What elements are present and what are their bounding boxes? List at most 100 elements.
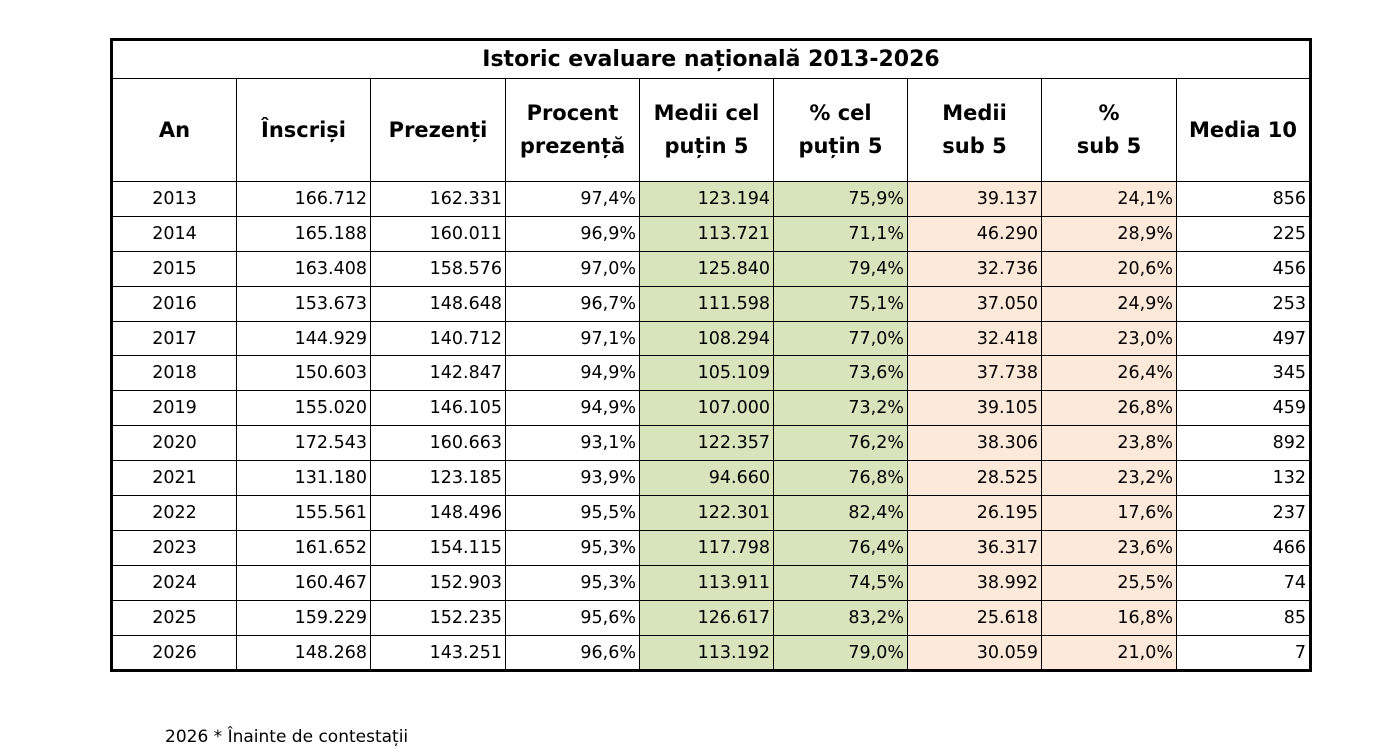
present-cell: 160.011 bbox=[370, 215, 506, 252]
fail-count-cell: 30.059 bbox=[907, 634, 1042, 672]
year-cell: 2022 bbox=[111, 495, 237, 531]
fail-percent-cell: 26,4% bbox=[1041, 355, 1177, 392]
perfect-score-cell: 132 bbox=[1176, 460, 1311, 497]
present-cell: 154.115 bbox=[370, 529, 506, 566]
pass-percent-cell: 83,2% bbox=[773, 599, 908, 636]
presence-percent-cell: 95,3% bbox=[505, 529, 640, 566]
pass-count-cell: 107.000 bbox=[639, 390, 774, 427]
fail-percent-cell: 26,8% bbox=[1041, 390, 1177, 427]
pass-count-cell: 113.192 bbox=[639, 634, 774, 672]
fail-count-cell: 28.525 bbox=[907, 460, 1042, 497]
fail-count-cell: 39.105 bbox=[907, 390, 1042, 427]
present-cell: 152.903 bbox=[370, 564, 506, 601]
table-row: 2016 153.673 148.648 96,7% 111.598 75,1% 37.05… bbox=[111, 285, 1311, 322]
column-header: Medii sub 5 bbox=[907, 78, 1042, 182]
table-row: 2022 155.561 148.496 95,5% 122.301 82,4% 26.19… bbox=[111, 495, 1311, 531]
fail-percent-cell: 17,6% bbox=[1041, 495, 1177, 531]
enrolled-cell: 163.408 bbox=[236, 250, 371, 287]
enrolled-cell: 150.603 bbox=[236, 355, 371, 392]
pass-percent-cell: 74,5% bbox=[773, 564, 908, 601]
fail-percent-cell: 23,8% bbox=[1041, 425, 1177, 462]
pass-count-cell: 113.721 bbox=[639, 215, 774, 252]
table-title: Istoric evaluare națională 2013-2026 bbox=[111, 39, 1311, 79]
column-header: Prezenți bbox=[370, 78, 506, 182]
pass-percent-cell: 79,4% bbox=[773, 250, 908, 287]
results-table-container: Istoric evaluare națională 2013-2026 An … bbox=[110, 38, 1312, 673]
fail-count-cell: 46.290 bbox=[907, 215, 1042, 252]
presence-percent-cell: 95,3% bbox=[505, 564, 640, 601]
pass-percent-cell: 79,0% bbox=[773, 634, 908, 672]
presence-percent-cell: 97,0% bbox=[505, 250, 640, 287]
perfect-score-cell: 85 bbox=[1176, 599, 1311, 636]
pass-percent-cell: 73,2% bbox=[773, 390, 908, 427]
present-cell: 140.712 bbox=[370, 320, 506, 357]
fail-percent-cell: 23,0% bbox=[1041, 320, 1177, 357]
enrolled-cell: 131.180 bbox=[236, 460, 371, 497]
pass-count-cell: 113.911 bbox=[639, 564, 774, 601]
fail-count-cell: 26.195 bbox=[907, 495, 1042, 531]
footnote: 2026 * Înainte de contestații bbox=[165, 727, 409, 747]
year-cell: 2014 bbox=[111, 215, 237, 252]
header-row: An Înscriși Prezenți Procent prezență Me… bbox=[111, 78, 1311, 182]
present-cell: 148.648 bbox=[370, 285, 506, 322]
present-cell: 142.847 bbox=[370, 355, 506, 392]
column-header: Media 10 bbox=[1176, 78, 1311, 182]
presence-percent-cell: 95,6% bbox=[505, 599, 640, 636]
pass-count-cell: 94.660 bbox=[639, 460, 774, 497]
pass-percent-cell: 75,1% bbox=[773, 285, 908, 322]
perfect-score-cell: 7 bbox=[1176, 634, 1311, 672]
pass-percent-cell: 76,2% bbox=[773, 425, 908, 462]
perfect-score-cell: 225 bbox=[1176, 215, 1311, 252]
column-header: Procent prezență bbox=[505, 78, 640, 182]
presence-percent-cell: 97,4% bbox=[505, 181, 640, 217]
presence-percent-cell: 93,9% bbox=[505, 460, 640, 497]
presence-percent-cell: 97,1% bbox=[505, 320, 640, 357]
perfect-score-cell: 456 bbox=[1176, 250, 1311, 287]
year-cell: 2017 bbox=[111, 320, 237, 357]
enrolled-cell: 144.929 bbox=[236, 320, 371, 357]
fail-percent-cell: 24,1% bbox=[1041, 181, 1177, 217]
pass-percent-cell: 82,4% bbox=[773, 495, 908, 531]
enrolled-cell: 166.712 bbox=[236, 181, 371, 217]
pass-count-cell: 125.840 bbox=[639, 250, 774, 287]
year-cell: 2021 bbox=[111, 460, 237, 497]
table-row: 2018 150.603 142.847 94,9% 105.109 73,6% 37.73… bbox=[111, 355, 1311, 392]
perfect-score-cell: 459 bbox=[1176, 390, 1311, 427]
fail-percent-cell: 23,6% bbox=[1041, 529, 1177, 566]
perfect-score-cell: 856 bbox=[1176, 181, 1311, 217]
presence-percent-cell: 95,5% bbox=[505, 495, 640, 531]
fail-count-cell: 38.992 bbox=[907, 564, 1042, 601]
pass-percent-cell: 77,0% bbox=[773, 320, 908, 357]
perfect-score-cell: 345 bbox=[1176, 355, 1311, 392]
fail-percent-cell: 24,9% bbox=[1041, 285, 1177, 322]
fail-count-cell: 37.050 bbox=[907, 285, 1042, 322]
present-cell: 158.576 bbox=[370, 250, 506, 287]
enrolled-cell: 148.268 bbox=[236, 634, 371, 672]
presence-percent-cell: 93,1% bbox=[505, 425, 640, 462]
pass-percent-cell: 75,9% bbox=[773, 181, 908, 217]
table-row: 2021 131.180 123.185 93,9% 94.660 76,8% 28.525… bbox=[111, 460, 1311, 497]
table-body: 2013 166.712 162.331 97,4% 123.194 75,9% 39.13… bbox=[111, 181, 1311, 672]
pass-count-cell: 111.598 bbox=[639, 285, 774, 322]
presence-percent-cell: 96,6% bbox=[505, 634, 640, 672]
year-cell: 2018 bbox=[111, 355, 237, 392]
fail-percent-cell: 21,0% bbox=[1041, 634, 1177, 672]
fail-count-cell: 32.418 bbox=[907, 320, 1042, 357]
perfect-score-cell: 253 bbox=[1176, 285, 1311, 322]
column-header: An bbox=[111, 78, 237, 182]
column-header: % cel puțin 5 bbox=[773, 78, 908, 182]
enrolled-cell: 155.561 bbox=[236, 495, 371, 531]
year-cell: 2020 bbox=[111, 425, 237, 462]
year-cell: 2019 bbox=[111, 390, 237, 427]
year-cell: 2025 bbox=[111, 599, 237, 636]
column-header: Înscriși bbox=[236, 78, 371, 182]
year-cell: 2013 bbox=[111, 181, 237, 217]
fail-count-cell: 36.317 bbox=[907, 529, 1042, 566]
table-row: 2026 148.268 143.251 96,6% 113.192 79,0% 30.05… bbox=[111, 634, 1311, 672]
perfect-score-cell: 892 bbox=[1176, 425, 1311, 462]
pass-percent-cell: 71,1% bbox=[773, 215, 908, 252]
present-cell: 152.235 bbox=[370, 599, 506, 636]
perfect-score-cell: 466 bbox=[1176, 529, 1311, 566]
enrolled-cell: 159.229 bbox=[236, 599, 371, 636]
enrolled-cell: 153.673 bbox=[236, 285, 371, 322]
